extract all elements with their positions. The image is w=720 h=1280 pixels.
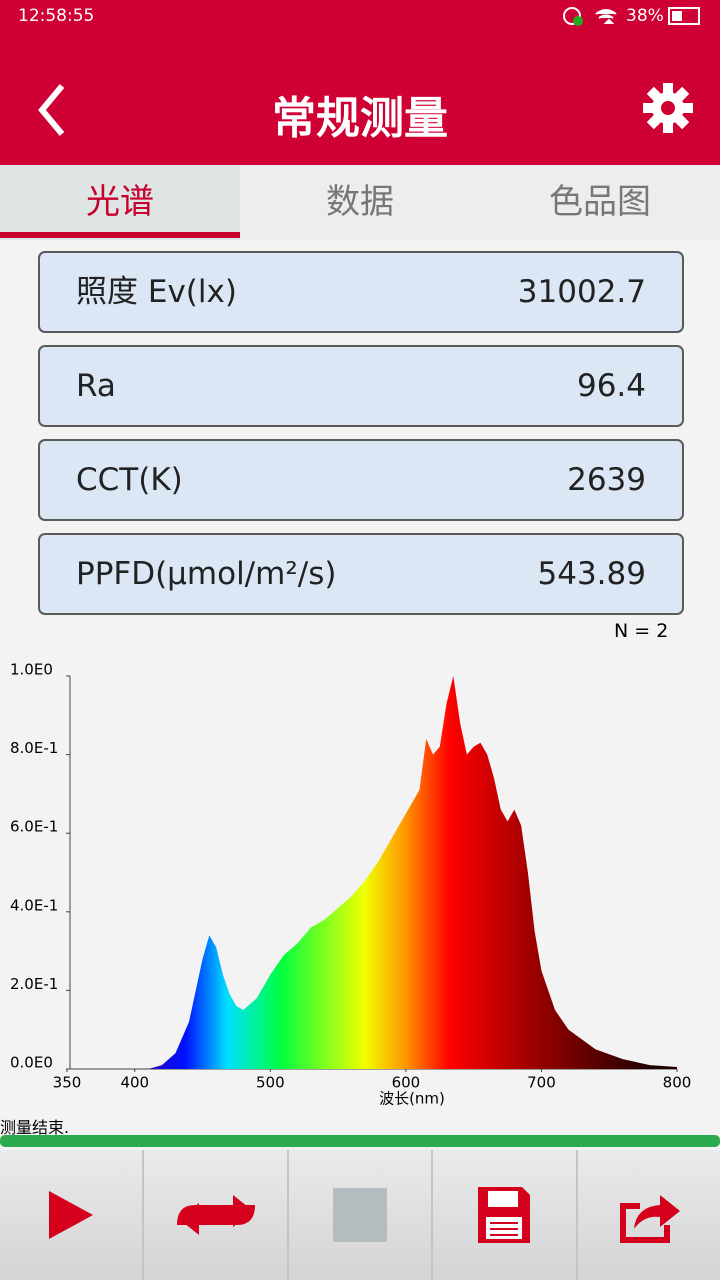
reading-label: 照度 Ev(lx) xyxy=(76,274,237,310)
start-button[interactable] xyxy=(0,1150,145,1280)
x-tick-label: 350 xyxy=(53,1074,82,1092)
x-tick-label: 400 xyxy=(120,1074,149,1092)
reading-card: CCT(K) 2639 xyxy=(38,439,684,521)
spectrum-area xyxy=(148,676,678,1069)
save-icon xyxy=(478,1187,531,1243)
reading-label: Ra xyxy=(76,368,116,404)
sample-count: N = 2 xyxy=(614,620,669,642)
progress-bar xyxy=(0,1135,720,1147)
share-button[interactable] xyxy=(578,1150,720,1280)
reading-card: Ra 96.4 xyxy=(38,345,684,427)
save-button[interactable] xyxy=(433,1150,578,1280)
reading-card: PPFD(μmol/m²/s) 543.89 xyxy=(38,533,684,615)
spectrum-chart: 0.0E0 2.0E-1 4.0E-1 6.0E-1 8.0E-1 1.0E0 350 400… xyxy=(10,661,692,1108)
page-title: 常规测量 xyxy=(272,93,448,144)
app-bar: 12:58:55 38% 常规测量 xyxy=(0,0,720,165)
y-tick-label: 6.0E-1 xyxy=(10,818,58,836)
clock: 12:58:55 xyxy=(18,6,95,26)
y-tick-label: 2.0E-1 xyxy=(10,975,58,993)
reading-value: 2639 xyxy=(567,462,646,498)
reading-value: 96.4 xyxy=(576,368,646,404)
stop-icon xyxy=(333,1188,388,1242)
reading-card: 照度 Ev(lx) 31002.7 xyxy=(38,251,684,333)
back-button[interactable] xyxy=(30,80,70,140)
x-tick-label: 800 xyxy=(663,1074,692,1092)
x-tick-label: 600 xyxy=(392,1074,421,1092)
reading-value: 543.89 xyxy=(537,556,646,592)
play-icon xyxy=(49,1191,94,1239)
x-tick-label: 500 xyxy=(256,1074,285,1092)
tab[interactable]: 光谱 xyxy=(0,165,240,240)
y-tick-label: 0.0E0 xyxy=(10,1054,53,1072)
tab[interactable]: 数据 xyxy=(326,182,394,222)
repeat-button[interactable] xyxy=(144,1150,289,1280)
status-message: 测量结束. xyxy=(0,1118,70,1137)
stop-button[interactable] xyxy=(289,1150,434,1280)
reading-label: CCT(K) xyxy=(76,462,183,498)
x-axis-title: 波长(nm) xyxy=(379,1090,445,1108)
tab-bar: 光谱 数据 色品图 xyxy=(0,165,720,240)
share-icon xyxy=(619,1195,680,1243)
reading-value: 31002.7 xyxy=(517,274,646,310)
y-tick-label: 4.0E-1 xyxy=(10,896,58,914)
settings-button[interactable] xyxy=(642,82,694,134)
tab[interactable]: 色品图 xyxy=(549,182,651,222)
toolbar xyxy=(0,1150,720,1280)
y-tick-label: 8.0E-1 xyxy=(10,739,58,757)
battery-level: 38% xyxy=(626,6,664,26)
y-tick-label: 1.0E0 xyxy=(10,661,53,679)
repeat-icon xyxy=(176,1195,255,1235)
status-icons xyxy=(563,7,700,26)
x-tick-label: 700 xyxy=(527,1074,556,1092)
reading-label: PPFD(μmol/m²/s) xyxy=(76,556,337,592)
